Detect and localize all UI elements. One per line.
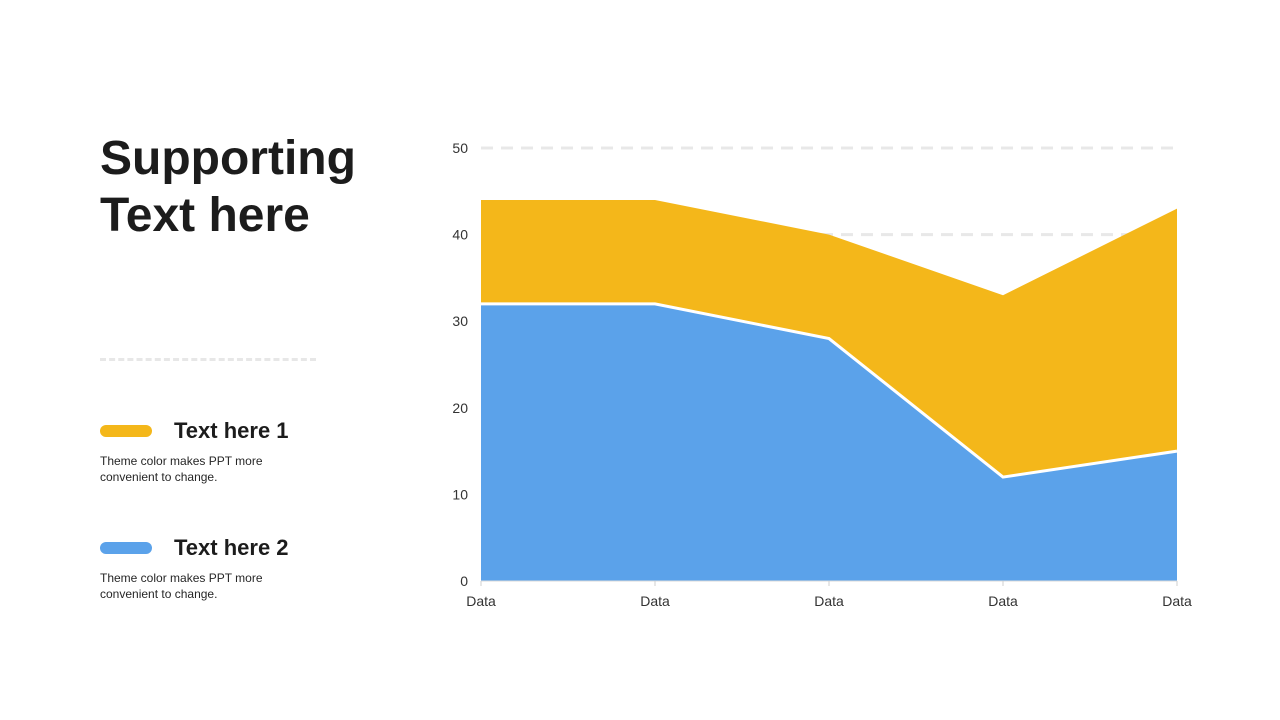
y-tick-label-0: 0 xyxy=(460,573,468,589)
slide-title-line-2: Text here xyxy=(100,189,310,242)
stacked-area-chart: Data Data Data Data Data 0 10 20 30 40 50 xyxy=(452,140,1192,609)
y-tick-label-40: 40 xyxy=(452,227,468,243)
y-tick-label-20: 20 xyxy=(452,400,468,416)
x-tick-label-1: Data xyxy=(466,593,496,609)
slide-title-line-1: Supporting xyxy=(100,132,356,185)
series-boundary-line-1 xyxy=(481,302,1178,479)
legend-description-1: Theme color makes PPT more convenient to… xyxy=(100,454,263,484)
legend-title-1: Text here 1 xyxy=(174,418,289,443)
area-series-1 xyxy=(481,303,1177,581)
x-tick-label-4: Data xyxy=(988,593,1018,609)
legend-item-2: Text here 2 Theme color makes PPT more c… xyxy=(100,534,360,602)
x-tick-label-2: Data xyxy=(640,593,670,609)
dashed-divider xyxy=(100,358,316,361)
x-tick-label-3: Data xyxy=(814,593,844,609)
y-tick-label-10: 10 xyxy=(452,486,468,502)
legend-title-2: Text here 2 xyxy=(174,535,289,560)
legend-swatch-1 xyxy=(100,425,152,437)
legend-description-2: Theme color makes PPT more convenient to… xyxy=(100,571,263,601)
slide-title: Supporting Text here xyxy=(100,130,400,244)
y-tick-label-50: 50 xyxy=(452,140,468,156)
y-tick-label-30: 30 xyxy=(452,313,468,329)
legend-swatch-2 xyxy=(100,542,152,554)
x-tick-label-5: Data xyxy=(1162,593,1192,609)
legend-item-1: Text here 1 Theme color makes PPT more c… xyxy=(100,417,360,485)
